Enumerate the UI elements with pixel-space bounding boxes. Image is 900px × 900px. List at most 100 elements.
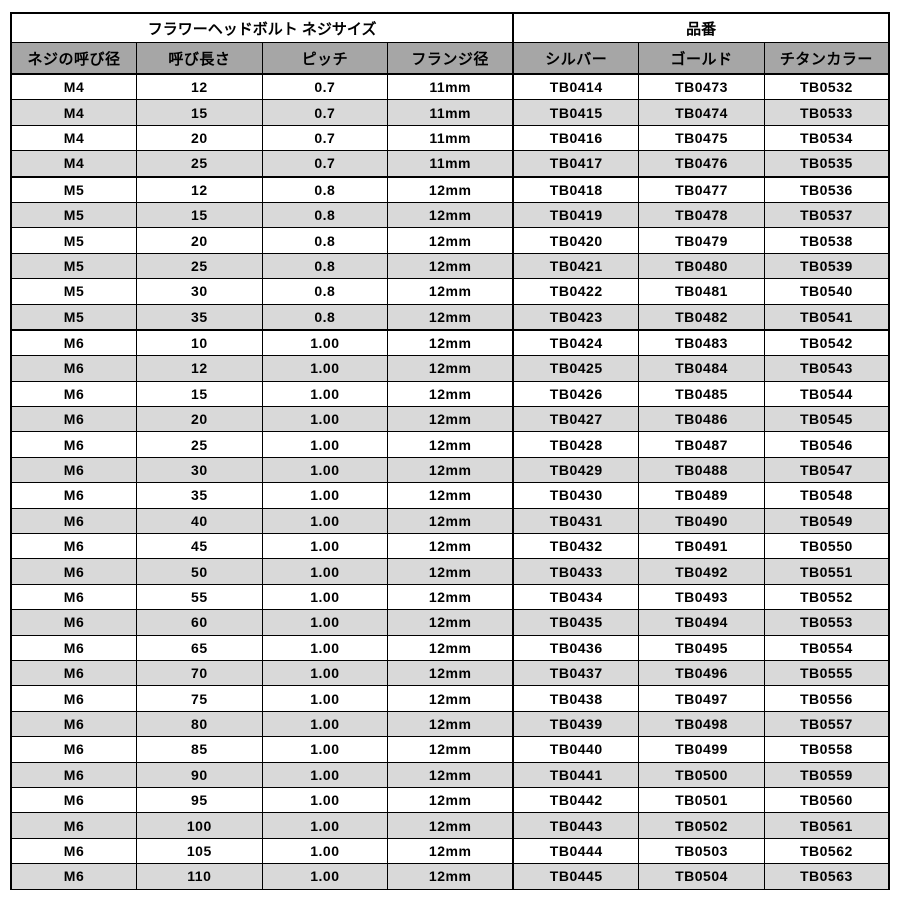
cell-flange: 12mm	[388, 584, 514, 609]
cell-flange: 12mm	[388, 228, 514, 253]
cell-gold: TB0477	[639, 177, 765, 203]
cell-dia: M5	[11, 279, 137, 304]
cell-len: 100	[137, 813, 263, 838]
table-row: M5350.812mmTB0423TB0482TB0541	[11, 304, 889, 330]
cell-titan: TB0541	[764, 304, 889, 330]
cell-flange: 12mm	[388, 432, 514, 457]
cell-silver: TB0423	[513, 304, 639, 330]
cell-gold: TB0486	[639, 407, 765, 432]
cell-len: 15	[137, 100, 263, 125]
cell-titan: TB0537	[764, 202, 889, 227]
cell-flange: 12mm	[388, 330, 514, 356]
cell-titan: TB0533	[764, 100, 889, 125]
cell-gold: TB0483	[639, 330, 765, 356]
cell-flange: 11mm	[388, 125, 514, 150]
cell-titan: TB0559	[764, 762, 889, 787]
table-row: M6451.0012mmTB0432TB0491TB0550	[11, 534, 889, 559]
cell-silver: TB0420	[513, 228, 639, 253]
bolt-spec-table: フラワーヘッドボルト ネジサイズ 品番 ネジの呼び径呼び長さピッチフランジ径シル…	[10, 12, 890, 890]
cell-dia: M6	[11, 610, 137, 635]
cell-pitch: 1.00	[262, 584, 388, 609]
cell-dia: M6	[11, 686, 137, 711]
cell-titan: TB0544	[764, 381, 889, 406]
cell-pitch: 1.00	[262, 534, 388, 559]
cell-titan: TB0558	[764, 737, 889, 762]
cell-len: 55	[137, 584, 263, 609]
cell-pitch: 1.00	[262, 381, 388, 406]
cell-len: 25	[137, 253, 263, 278]
table-row: M6121.0012mmTB0425TB0484TB0543	[11, 356, 889, 381]
cell-pitch: 0.8	[262, 253, 388, 278]
cell-dia: M6	[11, 534, 137, 559]
cell-titan: TB0557	[764, 711, 889, 736]
cell-gold: TB0497	[639, 686, 765, 711]
cell-gold: TB0501	[639, 787, 765, 812]
cell-silver: TB0430	[513, 483, 639, 508]
cell-dia: M6	[11, 787, 137, 812]
cell-gold: TB0487	[639, 432, 765, 457]
cell-gold: TB0484	[639, 356, 765, 381]
table-row: M4200.711mmTB0416TB0475TB0534	[11, 125, 889, 150]
cell-gold: TB0485	[639, 381, 765, 406]
cell-flange: 12mm	[388, 304, 514, 330]
cell-gold: TB0493	[639, 584, 765, 609]
cell-gold: TB0474	[639, 100, 765, 125]
cell-dia: M4	[11, 125, 137, 150]
cell-titan: TB0552	[764, 584, 889, 609]
cell-titan: TB0547	[764, 457, 889, 482]
cell-gold: TB0503	[639, 838, 765, 863]
cell-dia: M4	[11, 151, 137, 177]
cell-flange: 12mm	[388, 279, 514, 304]
cell-dia: M6	[11, 381, 137, 406]
table-row: M6151.0012mmTB0426TB0485TB0544	[11, 381, 889, 406]
cell-dia: M6	[11, 864, 137, 889]
table-row: M61051.0012mmTB0444TB0503TB0562	[11, 838, 889, 863]
cell-gold: TB0478	[639, 202, 765, 227]
cell-gold: TB0492	[639, 559, 765, 584]
cell-titan: TB0535	[764, 151, 889, 177]
cell-titan: TB0549	[764, 508, 889, 533]
cell-len: 85	[137, 737, 263, 762]
cell-dia: M6	[11, 635, 137, 660]
cell-pitch: 1.00	[262, 483, 388, 508]
cell-dia: M6	[11, 660, 137, 685]
cell-gold: TB0480	[639, 253, 765, 278]
cell-flange: 12mm	[388, 660, 514, 685]
cell-titan: TB0540	[764, 279, 889, 304]
cell-pitch: 1.00	[262, 813, 388, 838]
cell-len: 95	[137, 787, 263, 812]
cell-dia: M6	[11, 838, 137, 863]
table-row: M6351.0012mmTB0430TB0489TB0548	[11, 483, 889, 508]
cell-len: 15	[137, 381, 263, 406]
table-row: M6951.0012mmTB0442TB0501TB0560	[11, 787, 889, 812]
cell-dia: M6	[11, 762, 137, 787]
cell-dia: M5	[11, 202, 137, 227]
cell-dia: M6	[11, 483, 137, 508]
cell-silver: TB0432	[513, 534, 639, 559]
cell-pitch: 0.7	[262, 74, 388, 100]
cell-gold: TB0476	[639, 151, 765, 177]
cell-len: 20	[137, 407, 263, 432]
table-row: M6651.0012mmTB0436TB0495TB0554	[11, 635, 889, 660]
cell-pitch: 1.00	[262, 762, 388, 787]
cell-pitch: 1.00	[262, 838, 388, 863]
table-row: M4150.711mmTB0415TB0474TB0533	[11, 100, 889, 125]
cell-gold: TB0499	[639, 737, 765, 762]
cell-dia: M5	[11, 253, 137, 278]
cell-dia: M6	[11, 584, 137, 609]
cell-len: 50	[137, 559, 263, 584]
cell-pitch: 0.7	[262, 151, 388, 177]
table-row: M5150.812mmTB0419TB0478TB0537	[11, 202, 889, 227]
cell-silver: TB0416	[513, 125, 639, 150]
cell-dia: M6	[11, 432, 137, 457]
cell-gold: TB0496	[639, 660, 765, 685]
cell-pitch: 1.00	[262, 432, 388, 457]
cell-silver: TB0437	[513, 660, 639, 685]
table-row: M6551.0012mmTB0434TB0493TB0552	[11, 584, 889, 609]
cell-flange: 12mm	[388, 534, 514, 559]
cell-silver: TB0433	[513, 559, 639, 584]
col-header-pitch: ピッチ	[262, 43, 388, 75]
cell-pitch: 0.8	[262, 304, 388, 330]
cell-len: 12	[137, 356, 263, 381]
cell-dia: M5	[11, 177, 137, 203]
